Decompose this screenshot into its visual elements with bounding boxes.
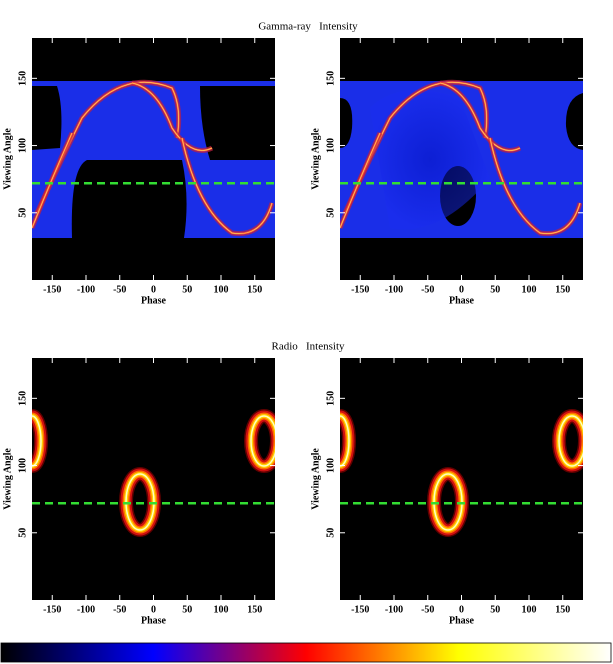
x-tick-label: 0 [151,284,156,295]
x-tick-label: 150 [555,284,570,295]
heat-ridge [340,132,381,229]
y-axis-label: Viewing Angle [2,448,13,510]
heat-ring [558,415,583,467]
heat-dark [565,93,583,150]
x-tick-label: -50 [113,604,126,615]
x-tick-label: -150 [351,604,369,615]
heat-ridge [181,137,273,234]
y-axis-label: Viewing Angle [310,448,321,510]
x-tick-label: -150 [43,604,61,615]
y-tick-label: 100 [325,458,336,473]
x-axis-label: Phase [449,295,475,306]
heatmap [32,358,275,600]
heat-ring [340,415,350,467]
heat-ridge [131,82,213,151]
chart-title: Gamma-ray Intensity [258,21,358,33]
x-tick-label: -100 [77,604,95,615]
x-tick-label: -100 [385,604,403,615]
y-tick-label: 50 [325,528,336,538]
x-tick-label: 100 [214,284,229,295]
heatmap [340,358,583,600]
heat-ridge [489,137,581,234]
heat-ring [250,415,275,467]
colorbar [0,642,612,663]
y-tick-label: 150 [325,71,336,86]
x-tick-label: 50 [182,284,192,295]
y-tick-label: 50 [325,208,336,218]
heat-ridge [32,132,73,229]
y-tick-label: 150 [325,391,336,406]
chart-title: Radio Intensity [271,341,345,353]
y-axis-label: Viewing Angle [310,128,321,190]
y-tick-label: 100 [17,458,28,473]
heat-dark [340,98,353,148]
x-tick-label: 50 [490,284,500,295]
y-tick-label: 100 [325,138,336,153]
y-tick-label: 100 [17,138,28,153]
heat-dark [32,86,62,150]
x-axis-label: Phase [449,615,475,626]
x-tick-label: 50 [490,604,500,615]
heatmap [340,38,583,280]
x-tick-label: 0 [459,284,464,295]
x-tick-label: -150 [43,284,61,295]
x-axis-label: Phase [141,615,167,626]
y-tick-label: 150 [17,391,28,406]
x-tick-label: 100 [522,604,537,615]
x-tick-label: 150 [555,604,570,615]
heat-soft [370,90,490,230]
y-tick-label: 50 [17,528,28,538]
x-axis-label: Phase [141,295,167,306]
x-tick-label: -50 [421,284,434,295]
heat-ridge [439,82,521,151]
x-tick-label: 150 [247,604,262,615]
y-tick-label: 150 [17,71,28,86]
x-tick-label: 100 [522,284,537,295]
heat-dark [200,86,275,160]
heat-dark [71,160,187,238]
heatmap [32,38,275,280]
x-tick-label: -100 [77,284,95,295]
x-tick-label: 0 [459,604,464,615]
x-tick-label: 100 [214,604,229,615]
y-axis-label: Viewing Angle [2,128,13,190]
x-tick-label: 50 [182,604,192,615]
heat-ring [32,415,42,467]
x-tick-label: -150 [351,284,369,295]
x-tick-label: -100 [385,284,403,295]
x-tick-label: 0 [151,604,156,615]
x-tick-label: -50 [421,604,434,615]
y-tick-label: 50 [17,208,28,218]
x-tick-label: -50 [113,284,126,295]
x-tick-label: 150 [247,284,262,295]
